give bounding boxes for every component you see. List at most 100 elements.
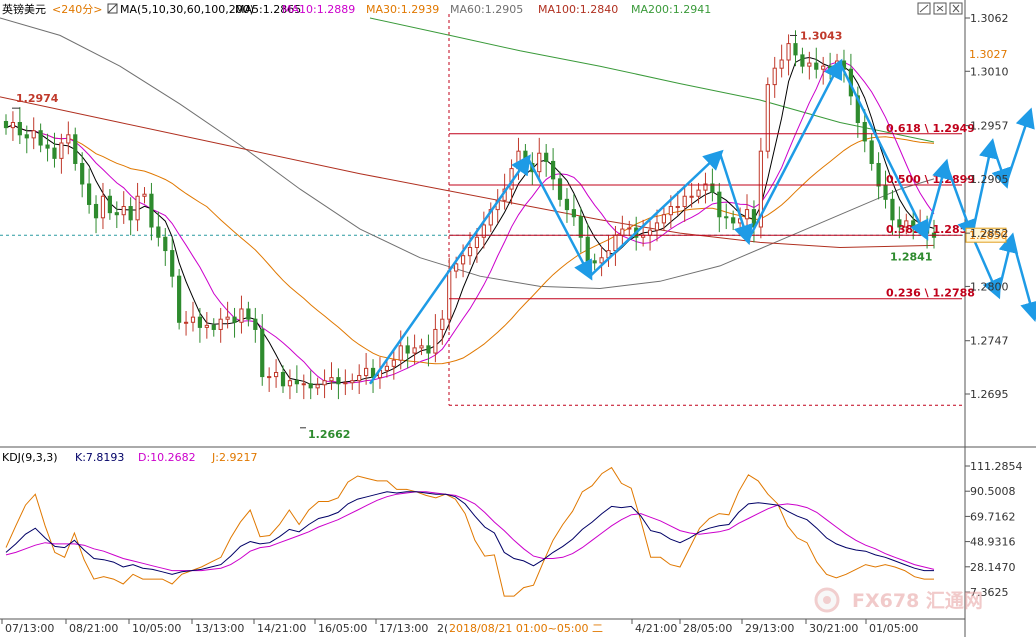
candle-body [696, 189, 701, 197]
trend-arrow [368, 154, 531, 385]
candle-body [287, 380, 293, 387]
candle-body [474, 236, 480, 248]
trend-arrow [838, 62, 929, 241]
candle-body [246, 308, 251, 320]
candle-body [232, 316, 237, 323]
candle-body [904, 220, 909, 228]
candle-body [163, 236, 168, 252]
candle-body [156, 226, 161, 238]
restore-icon[interactable] [933, 2, 947, 15]
close-icon[interactable] [949, 2, 963, 15]
candle-body [294, 380, 299, 385]
candle-body [114, 212, 119, 216]
price-tick-label: 1.2852 [970, 227, 1009, 240]
x-tick-label: 30/21:00 [809, 622, 858, 635]
high-label-left: 1.2974 [16, 92, 59, 105]
kdj-tick-label: 69.7162 [970, 510, 1016, 523]
candle-body [405, 345, 410, 354]
candle-body [357, 375, 362, 382]
candle-body [121, 206, 126, 216]
candle-body [544, 152, 549, 162]
candle-body [765, 84, 770, 152]
candle-body [447, 270, 452, 320]
x-tick-label: 4/21:00 [635, 622, 677, 635]
ma-legend-item: MA30:1.2939 [366, 3, 439, 16]
candle-body [744, 209, 750, 220]
candle-body [731, 217, 736, 224]
window-controls [917, 2, 963, 15]
candle-body [869, 140, 874, 164]
candle-body [225, 316, 230, 320]
candle-body [592, 260, 597, 264]
kdj-j-line [5, 466, 934, 597]
candle-body [177, 275, 182, 323]
kdj-d-line [5, 491, 935, 572]
candle-body [467, 246, 473, 257]
candle-body [142, 193, 147, 197]
kdj-k-line [5, 491, 934, 575]
ma60-line [0, 17, 935, 290]
watermark-logo-dot [823, 596, 831, 604]
candle-body [107, 195, 112, 214]
candle-body [724, 216, 729, 219]
candle-body [599, 257, 604, 264]
candle-body [460, 255, 466, 265]
crosshair-time-label: 2018/08/21 01:00~05:00 二 [449, 622, 603, 635]
price-tick-label: 1.3062 [970, 12, 1009, 25]
candle-body [183, 321, 189, 324]
candle-body [862, 122, 867, 142]
candle-body [564, 198, 570, 211]
candle-body [710, 183, 715, 193]
candle-body [828, 65, 833, 69]
ma30-line [5, 124, 935, 365]
ma-value-label: 1.3027 [969, 48, 1008, 61]
candle-body [800, 54, 805, 67]
candle-body [661, 214, 667, 224]
header-bar: 英镑美元 <240分> MA(5,10,30,60,100,200) MA5:1… [2, 2, 711, 16]
watermark-text: FX678 汇通网 [852, 590, 983, 612]
candle-body [336, 377, 341, 385]
trend-arrow [970, 138, 999, 236]
candle-body [239, 308, 244, 323]
candle-body [66, 134, 71, 144]
candle-body [59, 142, 64, 159]
trend-arrow [746, 58, 843, 241]
candle-body [280, 371, 286, 387]
zoom-icon[interactable] [917, 2, 931, 15]
candle-body [883, 185, 888, 200]
candle-body [197, 316, 203, 328]
ma-value-box [966, 46, 1008, 61]
ma10-line [5, 61, 935, 384]
ma200-line [369, 17, 935, 143]
candle-body [218, 318, 223, 330]
toggle-icon[interactable] [107, 3, 118, 14]
x-tick-label: 17/13:00 [379, 622, 428, 635]
toggle-icon-slash [107, 3, 118, 14]
candle-body [578, 216, 583, 238]
candle-body [758, 150, 763, 228]
candle-body [481, 224, 486, 238]
candle-body [273, 371, 279, 378]
ma-legend-item: MA100:1.2840 [538, 3, 618, 16]
candle-body [654, 222, 660, 231]
price-tick-label: 1.2957 [970, 120, 1009, 133]
candle-body [627, 227, 632, 230]
x-tick-label: 08/21:00 [69, 622, 118, 635]
candle-body [426, 345, 431, 354]
ma-legend-item: MA10:1.2889 [282, 3, 355, 16]
fib-label: 0.382 \ 1.2850 [886, 223, 975, 236]
candle-body [10, 122, 16, 129]
period-label[interactable]: <240分> [52, 3, 102, 16]
ma5-line [5, 56, 935, 385]
current-price-box [965, 227, 1007, 243]
candle-body [100, 195, 106, 219]
fib-label: 0.236 \ 1.2788 [886, 287, 975, 300]
kdj-params: KDJ(9,3,3) [2, 451, 58, 464]
candle-body [821, 65, 826, 70]
candle-body [87, 183, 92, 205]
x-tick-label: 07/13:00 [5, 622, 54, 635]
candle-body [190, 316, 196, 323]
candle-body [890, 198, 895, 221]
